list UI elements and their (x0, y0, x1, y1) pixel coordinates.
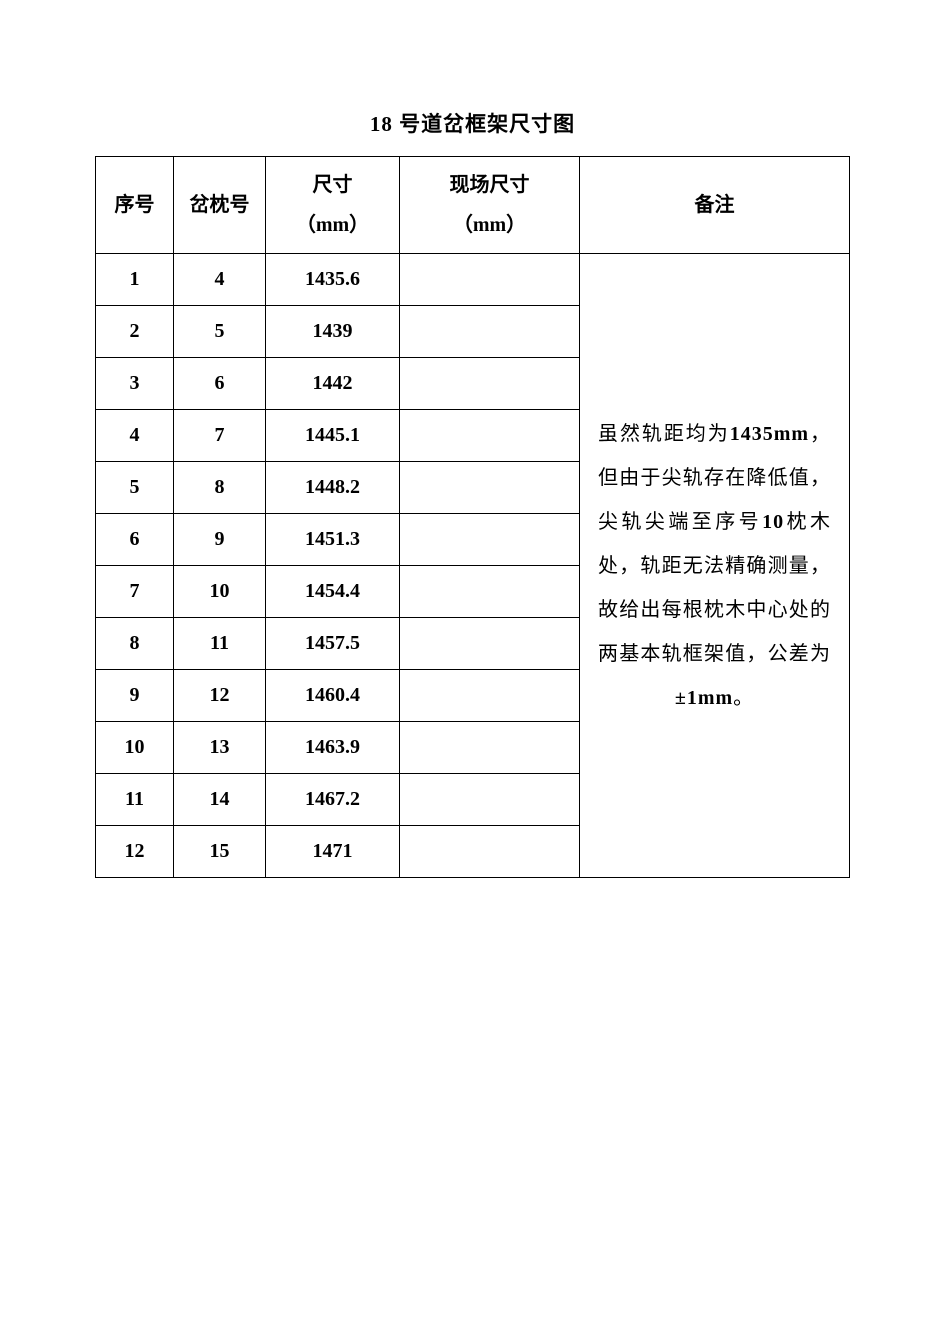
table-row: 1 4 1435.6 虽然轨距均为1435mm，但由于尖轨存在降低值，尖轨尖端至… (96, 254, 850, 306)
note-cell: 虽然轨距均为1435mm，但由于尖轨存在降低值，尖轨尖端至序号10枕木处，轨距无… (580, 254, 850, 878)
cell-seq: 7 (96, 566, 174, 618)
note-bold: 10 (762, 511, 784, 533)
cell-seq: 12 (96, 826, 174, 878)
col-header-note: 备注 (580, 157, 850, 254)
cell-dim: 1454.4 (266, 566, 400, 618)
cell-site (400, 566, 580, 618)
col-header-site-l2: （mm） (402, 205, 577, 245)
cell-dim: 1439 (266, 306, 400, 358)
dimension-table: 序号 岔枕号 尺寸 （mm） 现场尺寸 （mm） 备注 1 4 1435.6 (95, 156, 850, 878)
cell-dim: 1460.4 (266, 670, 400, 722)
col-header-dim-l2: （mm） (268, 205, 397, 245)
cell-dim: 1467.2 (266, 774, 400, 826)
cell-seq: 5 (96, 462, 174, 514)
cell-dim: 1448.2 (266, 462, 400, 514)
cell-seq: 4 (96, 410, 174, 462)
cell-seq: 8 (96, 618, 174, 670)
cell-dim: 1435.6 (266, 254, 400, 306)
cell-site (400, 254, 580, 306)
cell-seq: 6 (96, 514, 174, 566)
cell-dim: 1442 (266, 358, 400, 410)
cell-dim: 1451.3 (266, 514, 400, 566)
cell-site (400, 618, 580, 670)
cell-sleeper: 7 (174, 410, 266, 462)
col-header-seq: 序号 (96, 157, 174, 254)
cell-dim: 1445.1 (266, 410, 400, 462)
note-text: 枕木处，轨距无法精确测量，故给出每根枕木中心处的两基本轨框架值，公差为 (598, 511, 831, 665)
cell-dim: 1471 (266, 826, 400, 878)
cell-sleeper: 9 (174, 514, 266, 566)
cell-site (400, 462, 580, 514)
document-page: 18 号道岔框架尺寸图 序号 岔枕号 尺寸 （mm） 现场尺寸 （mm） 备注 (0, 0, 945, 878)
table-title: 18 号道岔框架尺寸图 (95, 108, 850, 138)
cell-site (400, 826, 580, 878)
cell-seq: 3 (96, 358, 174, 410)
col-header-site: 现场尺寸 （mm） (400, 157, 580, 254)
cell-sleeper: 12 (174, 670, 266, 722)
note-text: 虽然轨距均为 (598, 423, 730, 445)
cell-sleeper: 10 (174, 566, 266, 618)
cell-site (400, 306, 580, 358)
cell-dim: 1463.9 (266, 722, 400, 774)
cell-sleeper: 8 (174, 462, 266, 514)
cell-sleeper: 11 (174, 618, 266, 670)
cell-site (400, 514, 580, 566)
cell-site (400, 774, 580, 826)
cell-sleeper: 14 (174, 774, 266, 826)
cell-site (400, 410, 580, 462)
cell-site (400, 670, 580, 722)
note-bold: ±1mm (675, 687, 733, 709)
cell-seq: 10 (96, 722, 174, 774)
cell-seq: 1 (96, 254, 174, 306)
col-header-sleeper: 岔枕号 (174, 157, 266, 254)
col-header-dim-l1: 尺寸 (268, 165, 397, 205)
note-bold: 1435mm (730, 423, 809, 445)
cell-sleeper: 5 (174, 306, 266, 358)
cell-seq: 11 (96, 774, 174, 826)
note-text: 。 (733, 687, 754, 709)
cell-seq: 9 (96, 670, 174, 722)
cell-site (400, 358, 580, 410)
cell-sleeper: 15 (174, 826, 266, 878)
cell-sleeper: 13 (174, 722, 266, 774)
cell-dim: 1457.5 (266, 618, 400, 670)
cell-site (400, 722, 580, 774)
col-header-site-l1: 现场尺寸 (402, 165, 577, 205)
col-header-dim: 尺寸 （mm） (266, 157, 400, 254)
table-header-row: 序号 岔枕号 尺寸 （mm） 现场尺寸 （mm） 备注 (96, 157, 850, 254)
cell-seq: 2 (96, 306, 174, 358)
cell-sleeper: 4 (174, 254, 266, 306)
cell-sleeper: 6 (174, 358, 266, 410)
